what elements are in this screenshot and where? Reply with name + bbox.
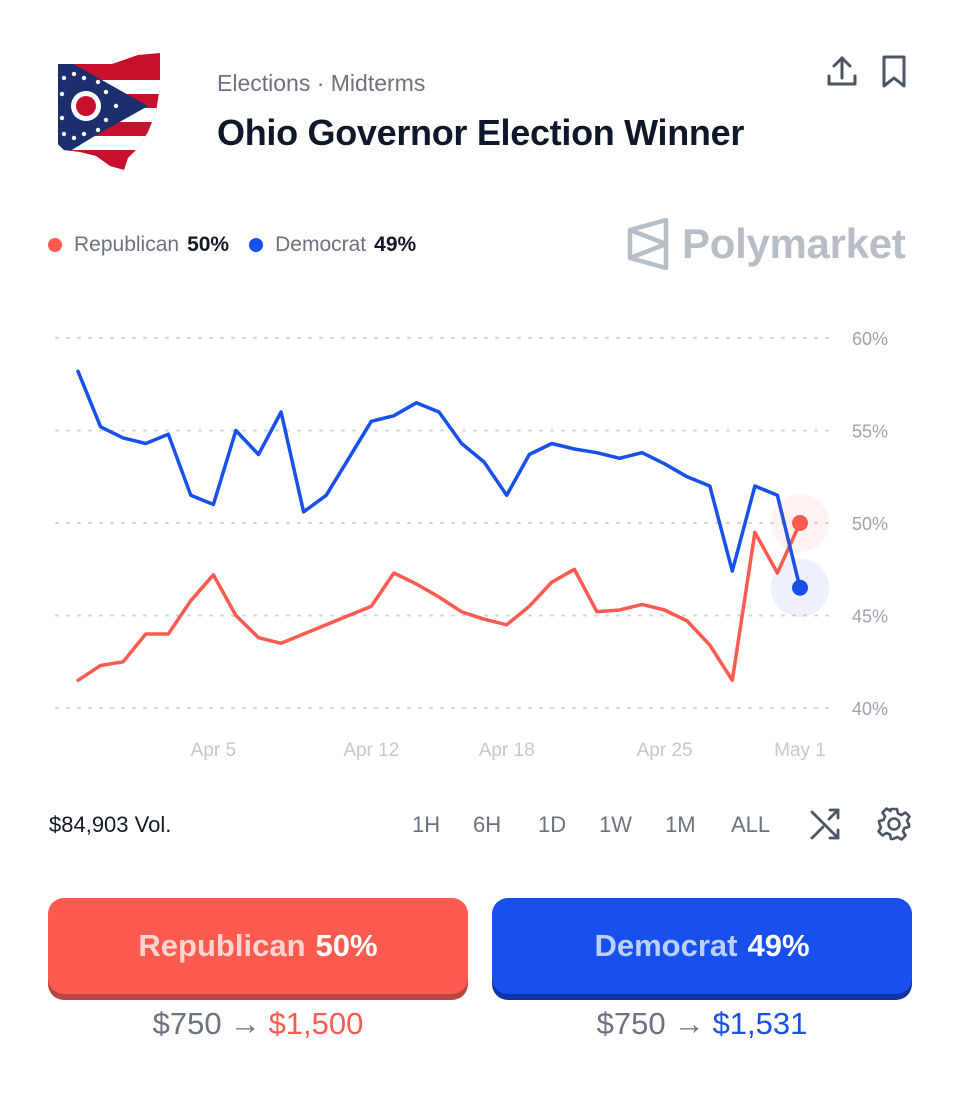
x-tick-label: Apr 5 — [191, 740, 236, 761]
series-line-democrat — [76, 369, 802, 590]
range-1d-button[interactable]: 1D — [538, 812, 567, 837]
republican-return: $1,500 — [268, 1006, 364, 1041]
y-tick-label: 50% — [852, 514, 888, 534]
share-upload-icon — [827, 56, 857, 86]
end-marker-republican — [792, 515, 808, 531]
bookmark-button[interactable] — [874, 52, 914, 92]
end-marker-democrat — [792, 579, 808, 596]
volume-label: $84,903 Vol. — [49, 812, 172, 837]
page-title: Ohio Governor Election Winner — [217, 112, 745, 153]
legend-label-republican: Republican — [74, 233, 180, 256]
range-6h-button[interactable]: 6H — [473, 812, 502, 837]
buy-democrat-label: Democrat — [594, 928, 738, 963]
y-tick-label: 60% — [852, 329, 888, 349]
price-history-chart[interactable]: 60% 55% 50% 45% 40% Apr 5 Apr 12 Apr 18 Apr 25 Ma… — [0, 310, 960, 770]
x-tick-label: Apr 12 — [343, 740, 399, 761]
legend-item-democrat: Democrat 49% — [249, 233, 416, 257]
x-tick-label: Apr 18 — [479, 740, 535, 761]
republican-dot — [48, 238, 62, 252]
arrow-right-icon: → — [229, 1006, 261, 1041]
shuffle-button[interactable] — [808, 806, 844, 842]
democrat-dot — [249, 238, 264, 252]
settings-button[interactable] — [876, 806, 912, 842]
bookmark-icon — [882, 55, 906, 88]
range-all-button[interactable]: ALL — [731, 812, 771, 837]
polymarket-icon — [627, 218, 669, 270]
polymarket-logo: Polymarket — [626, 218, 906, 270]
buy-democrat-pct: 49% — [747, 928, 810, 963]
share-button[interactable] — [822, 52, 862, 92]
y-tick-label: 40% — [852, 699, 888, 719]
legend-label-democrat: Democrat — [275, 233, 367, 256]
shuffle-icon — [810, 808, 840, 840]
legend-value-democrat: 49% — [374, 233, 417, 256]
buy-democrat-button[interactable]: Democrat 49% — [492, 898, 912, 994]
brand-name: Polymarket — [682, 220, 906, 267]
legend-value-republican: 50% — [187, 233, 230, 256]
chart-legend: Republican 50% Democrat 49% — [48, 233, 436, 257]
democrat-stake: $750 — [596, 1006, 666, 1041]
y-tick-label: 45% — [852, 607, 888, 627]
republican-stake: $750 — [152, 1006, 222, 1041]
gear-icon — [877, 807, 911, 841]
ohio-state-flag-icon — [58, 53, 160, 170]
x-tick-label: May 1 — [774, 740, 826, 761]
buy-republican-pct: 50% — [315, 928, 378, 963]
range-1h-button[interactable]: 1H — [412, 812, 441, 837]
democrat-payout: $750 → $1,531 — [492, 1006, 912, 1042]
democrat-return: $1,531 — [712, 1006, 808, 1041]
buy-republican-button[interactable]: Republican 50% — [48, 898, 468, 994]
range-1w-button[interactable]: 1W — [599, 812, 632, 837]
legend-item-republican: Republican 50% — [48, 233, 229, 257]
series-line-republican — [76, 521, 802, 683]
y-tick-label: 55% — [852, 422, 888, 442]
range-1m-button[interactable]: 1M — [665, 812, 696, 837]
republican-payout: $750 → $1,500 — [48, 1006, 468, 1042]
market-header: Elections · Midterms Ohio Governor Elect… — [0, 0, 960, 190]
buy-republican-label: Republican — [138, 928, 306, 963]
x-tick-label: Apr 25 — [637, 740, 693, 761]
breadcrumb[interactable]: Elections · Midterms — [217, 70, 426, 96]
arrow-right-icon: → — [673, 1006, 705, 1041]
chart-controls: $84,903 Vol. 1H 6H 1D 1W 1M ALL — [0, 800, 960, 850]
